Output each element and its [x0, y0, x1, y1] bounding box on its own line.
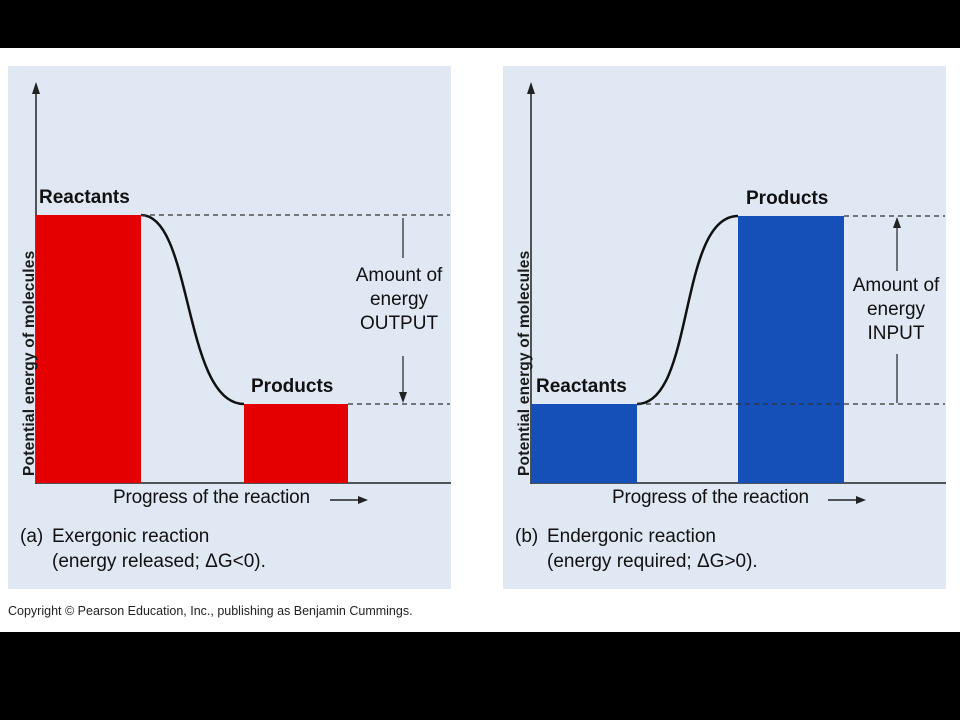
y-axis-label: Potential energy of molecules: [21, 250, 38, 476]
energy-curve: [636, 214, 739, 406]
caption-letter: (a): [20, 526, 44, 547]
output-arrowhead-icon: [399, 392, 407, 403]
reactants-label: Reactants: [536, 376, 627, 397]
amount-line3: OUTPUT: [359, 313, 439, 334]
amount-line1: Amount of: [852, 275, 940, 296]
caption-letter: (b): [515, 526, 539, 547]
amount-output-label: Amount of energy OUTPUT: [344, 264, 454, 336]
amount-line2: energy: [866, 299, 926, 320]
y-axis-label: Potential energy of molecules: [516, 250, 533, 476]
copyright-notice: Copyright © Pearson Education, Inc., pub…: [8, 604, 413, 618]
amount-line2: energy: [369, 289, 429, 310]
x-label-arrow-icon: [358, 496, 368, 504]
slide: Potential energy of molecules Reactants …: [0, 48, 960, 632]
products-bar: [738, 216, 844, 483]
input-arrowhead-icon: [893, 217, 901, 228]
products-bar: [244, 404, 348, 483]
exergonic-diagram: [32, 82, 451, 504]
reactants-bar: [531, 404, 637, 483]
products-label: Products: [251, 376, 334, 397]
y-axis-arrow-icon: [527, 82, 535, 94]
reactants-bar: [36, 215, 141, 483]
energy-curve: [140, 213, 245, 406]
amount-line3: INPUT: [867, 323, 925, 344]
caption-title: Endergonic reaction: [547, 526, 716, 547]
caption-detail: (energy released; ΔG<0).: [52, 551, 266, 572]
x-axis-label: Progress of the reaction: [113, 487, 310, 508]
amount-input-label: Amount of energy INPUT: [841, 274, 951, 346]
x-axis-label: Progress of the reaction: [612, 487, 809, 508]
caption-b: (b) Endergonic reaction (energy required;…: [515, 524, 758, 574]
caption-title: Exergonic reaction: [52, 526, 210, 547]
amount-line1: Amount of: [355, 265, 443, 286]
endergonic-panel: Potential energy of molecules Reactants …: [503, 66, 946, 589]
caption-a: (a) Exergonic reaction (energy released; …: [20, 524, 266, 574]
caption-detail: (energy required; ΔG>0).: [547, 551, 758, 572]
endergonic-diagram: [527, 82, 946, 504]
products-label: Products: [746, 188, 829, 209]
y-axis-arrow-icon: [32, 82, 40, 94]
x-label-arrow-icon: [856, 496, 866, 504]
exergonic-panel: Potential energy of molecules Reactants …: [8, 66, 451, 589]
reactants-label: Reactants: [39, 187, 130, 208]
